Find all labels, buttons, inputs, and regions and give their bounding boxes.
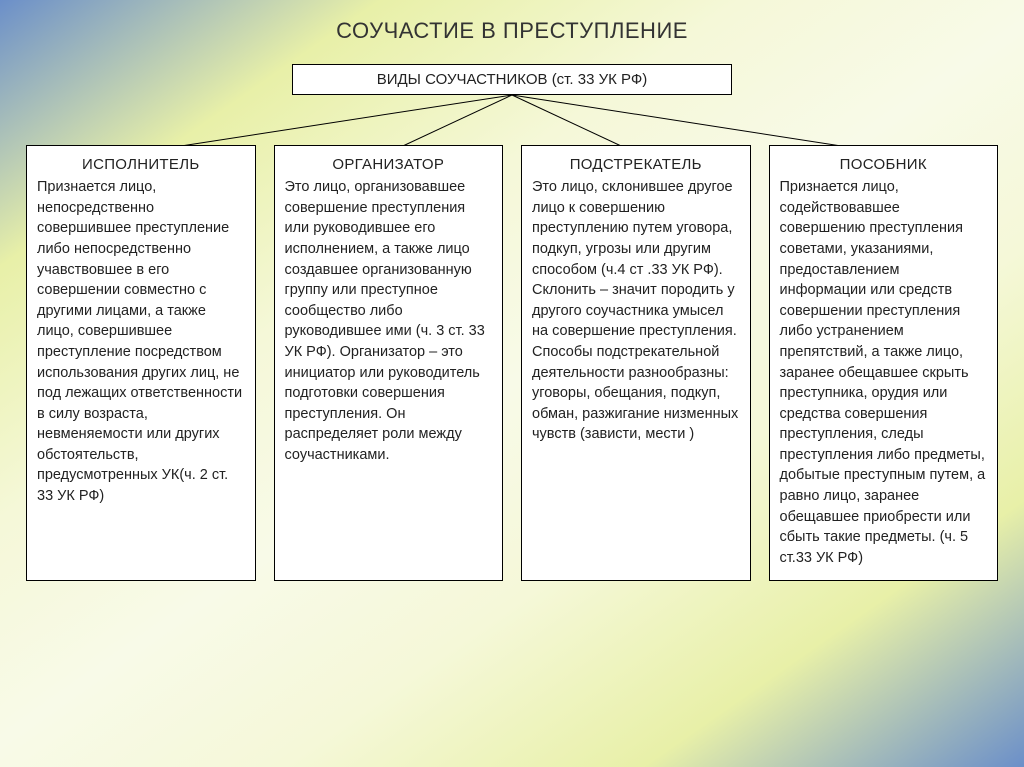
card-body: Признается лицо, содействовавшее соверше… bbox=[780, 177, 988, 568]
header-box: ВИДЫ СОУЧАСТНИКОВ (ст. 33 УК РФ) bbox=[292, 64, 732, 95]
page-title: СОУЧАСТИЕ В ПРЕСТУПЛЕНИЕ bbox=[0, 0, 1024, 44]
card-title: ПОСОБНИК bbox=[780, 154, 988, 175]
columns-row: ИСПОЛНИТЕЛЬ Признается лицо, непосредств… bbox=[0, 145, 1024, 581]
card-ispolnitel: ИСПОЛНИТЕЛЬ Признается лицо, непосредств… bbox=[26, 145, 256, 581]
card-podstrekatel: ПОДСТРЕКАТЕЛЬ Это лицо, склонившее друго… bbox=[521, 145, 751, 581]
card-body: Это лицо, организовавшее совершение прес… bbox=[285, 177, 493, 465]
card-title: ОРГАНИЗАТОР bbox=[285, 154, 493, 175]
card-posobnik: ПОСОБНИК Признается лицо, содействовавше… bbox=[769, 145, 999, 581]
card-organizator: ОРГАНИЗАТОР Это лицо, организовавшее сов… bbox=[274, 145, 504, 581]
card-body: Признается лицо, непосредственно соверши… bbox=[37, 177, 245, 506]
card-title: ИСПОЛНИТЕЛЬ bbox=[37, 154, 245, 175]
card-body: Это лицо, склонившее другое лицо к совер… bbox=[532, 177, 740, 445]
card-title: ПОДСТРЕКАТЕЛЬ bbox=[532, 154, 740, 175]
